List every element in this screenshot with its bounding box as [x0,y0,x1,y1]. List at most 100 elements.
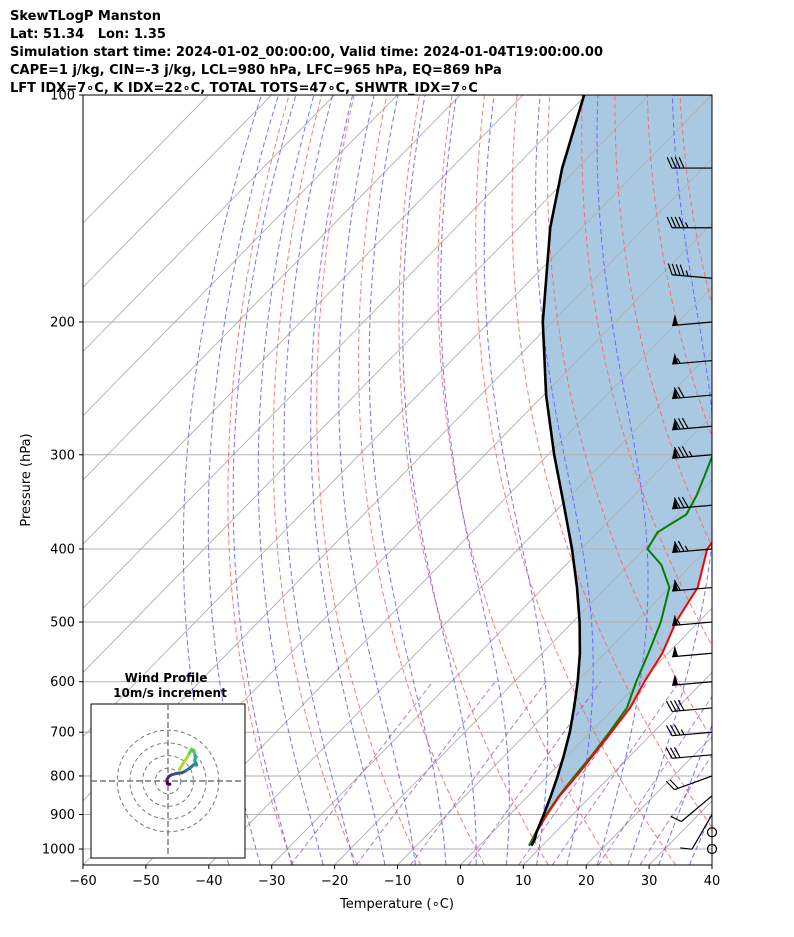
wind-barb [680,814,713,850]
surface-wind-barbs [680,814,718,855]
isotherm [460,607,712,865]
profile-lines [528,95,712,847]
wind-barb [672,540,712,554]
mixing-ratio-line [409,681,547,865]
x-tick-label: 10 [515,874,532,889]
moist-adiabat [627,95,712,865]
barb-flag [679,264,685,277]
barb-half-flag [680,729,685,735]
moist-adiabat [310,95,386,865]
y-tick-label: 100 [50,89,75,104]
barb-flag [670,157,677,169]
wind-barb [665,724,712,737]
isotherm [271,415,712,865]
wind-barb [672,645,712,658]
isotherm [775,95,794,865]
dry-adiabat [227,95,294,865]
x-tick-label: 40 [704,874,721,889]
cape-fill [531,95,712,846]
barb-flag [665,747,673,759]
y-tick-label: 700 [50,726,75,741]
barb-staff [672,274,712,279]
barb-pennant [672,418,679,430]
barb-flag [680,847,693,850]
barb-flag [674,216,681,229]
barb-staff [672,621,712,627]
barb-staff [672,586,712,592]
barb-pennant [672,645,679,657]
dry-adiabat [475,95,677,865]
hodograph-title: Wind Profile [125,671,208,685]
station-title: SkewTLogP Manston [10,9,162,24]
barb-staff [672,359,712,365]
plot-area [83,95,794,865]
y-tick-label: 900 [50,808,75,823]
barb-pennant [672,579,679,592]
barb-flag [675,95,676,96]
barb-pennant [672,447,679,459]
isotherm [83,95,587,609]
wind-barb [666,216,712,229]
barb-flag [665,780,675,791]
barb-half-flag [676,619,681,626]
moist-adiabat [658,723,712,865]
barb-flag [665,725,673,736]
wind-barb [672,386,712,400]
mixing-ratio-line [355,681,496,865]
barb-flag [679,95,680,96]
wind-barb [665,746,712,759]
barb-flag [681,446,689,458]
isotherm [83,95,461,481]
barb-flag [677,418,685,429]
wind-barbs [665,95,712,823]
isotherm [83,95,398,417]
dry-adiabat [614,95,712,548]
barb-staff [672,707,712,713]
wind-barb [665,699,712,713]
parcel-line [530,95,586,847]
barb-flag [678,216,685,229]
y-tick-label: 300 [50,448,75,463]
wind-barb [672,314,712,327]
barb-flag [673,579,681,591]
barb-staff [672,754,712,759]
x-tick-label: −40 [195,874,222,889]
y-tick-label: 600 [50,675,75,690]
barb-flag [666,216,673,229]
wind-barb [670,795,712,823]
stability-indices: LFT IDX=7∘C, K IDX=22∘C, TOTAL TOTS=47∘C… [10,81,478,96]
y-tick-label: 1000 [42,843,75,858]
wind-barb [672,417,712,431]
isotherm [711,864,712,865]
barb-flag [670,216,677,229]
mixing-ratio-line [639,754,712,865]
barb-staff [691,814,713,850]
x-axis-label: Temperature (∘C) [339,897,454,912]
moist-adiabat [368,95,447,865]
y-axis-label: Pressure (hPa) [19,433,34,526]
x-tick-label: −50 [132,874,159,889]
wind-barb [672,614,712,627]
moist-adiabat [207,95,279,865]
barb-flag [669,779,679,789]
x-tick-label: 30 [641,874,658,889]
x-tick-label: −60 [69,874,96,889]
y-tick-label: 800 [50,769,75,784]
barb-flag [670,815,682,823]
wind-barb [671,95,712,96]
dry-adiabat [358,95,485,865]
wind-barb [672,579,712,592]
barb-flag [683,95,684,96]
isotherms [83,95,794,865]
barb-staff [672,652,712,658]
moist-adiabat [283,95,355,865]
barb-flag [666,157,673,169]
wind-barb [672,674,712,686]
barb-staff [674,775,712,791]
barb-pennant [672,674,679,686]
barb-flag [677,446,685,458]
barb-flag [665,700,673,712]
barb-pennant [672,314,679,326]
isotherm [208,350,712,865]
